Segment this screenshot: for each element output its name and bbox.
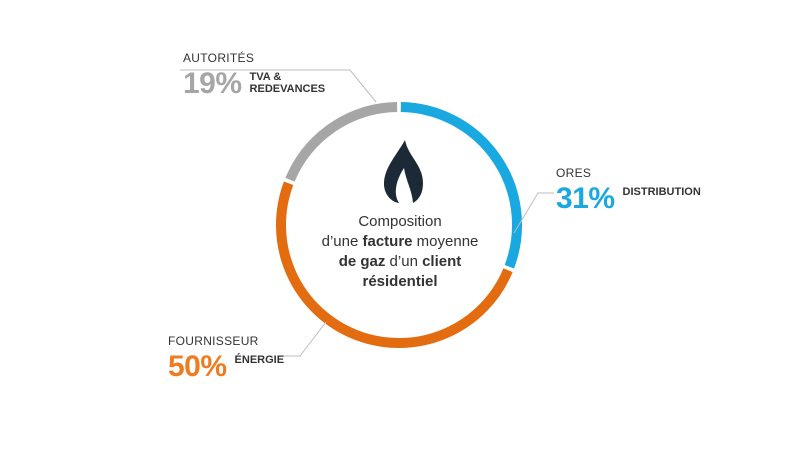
donut-segment-ores [400, 102, 522, 269]
description-fournisseur: ÉNERGIE [234, 354, 285, 366]
chart-title-part: de gaz [338, 253, 386, 270]
chart-title-part: résidentiel [362, 273, 438, 290]
category-label-ores: ORES [556, 166, 592, 180]
category-label-autorites: AUTORITÉS [183, 51, 255, 65]
donut-segment-fournisseur [276, 181, 513, 348]
label-fournisseur: FOURNISSEUR 50% ÉNERGIE [168, 334, 284, 382]
description-ores: DISTRIBUTION [622, 186, 701, 198]
value-label-ores: 31% [556, 182, 615, 215]
chart-title-part: moyenne [412, 233, 479, 250]
chart-title-part: client [422, 253, 462, 270]
chart-title-part: facture [362, 233, 413, 250]
chart-title-part: d’une [321, 233, 363, 250]
value-label-fournisseur: 50% [168, 350, 227, 383]
value-label-autorites: 19% [183, 67, 242, 100]
leader-line-ores [513, 192, 554, 234]
description-autorites: TVA & REDEVANCES [249, 71, 326, 95]
category-label-fournisseur: FOURNISSEUR [168, 334, 259, 348]
gas-flame-icon [384, 140, 423, 203]
chart-title-part: d’un [385, 253, 423, 270]
label-autorites: AUTORITÉS 19% TVA & REDEVANCES [183, 51, 325, 99]
chart-title-part: Composition [358, 213, 442, 230]
leader-line-fournisseur [282, 321, 327, 357]
chart-title: Composition d’une facture moyenne de gaz d… [290, 212, 510, 292]
donut-segment-autorités [285, 102, 398, 182]
leader-line-autorités [180, 69, 377, 103]
label-ores: ORES 31% DISTRIBUTION [556, 166, 701, 214]
